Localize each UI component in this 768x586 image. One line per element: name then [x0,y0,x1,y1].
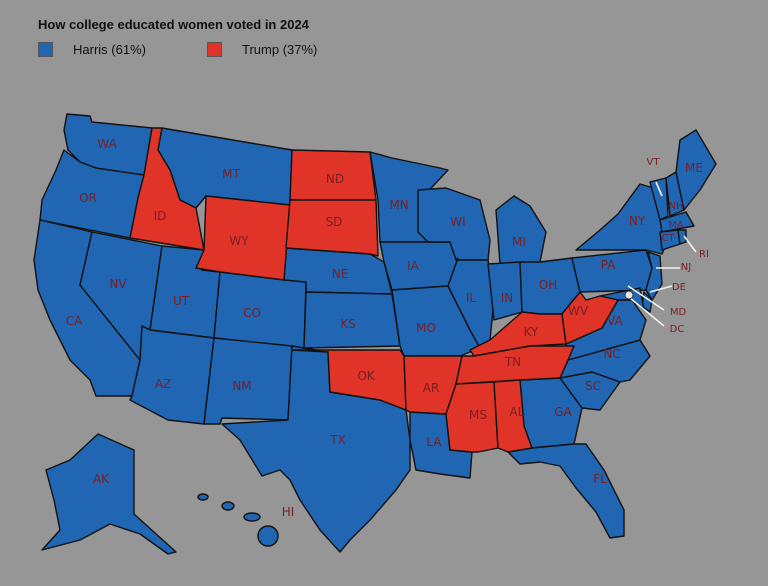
state-id[interactable] [129,127,205,251]
svg-text:OH: OH [539,278,557,292]
trump-swatch [207,42,222,57]
state-sd[interactable] [285,199,379,257]
legend-item-harris: Harris (61%) [38,42,146,57]
svg-text:RI: RI [699,249,709,260]
svg-text:GA: GA [554,405,572,419]
state-hi[interactable] [197,493,279,547]
state-ma[interactable] [659,211,695,233]
svg-text:DE: DE [672,282,686,293]
svg-text:MT: MT [222,167,240,181]
svg-text:DC: DC [670,324,685,335]
svg-text:MO: MO [416,321,436,335]
svg-text:NE: NE [332,267,349,281]
svg-text:NH: NH [669,201,684,212]
svg-text:NC: NC [603,347,620,361]
svg-text:TX: TX [329,433,346,447]
svg-text:OR: OR [79,191,97,205]
svg-text:NY: NY [629,214,646,228]
svg-text:LA: LA [426,435,442,449]
svg-text:ID: ID [154,209,167,223]
svg-text:CO: CO [243,306,261,320]
svg-text:MN: MN [389,198,408,212]
svg-text:VA: VA [607,314,623,328]
svg-text:WI: WI [450,215,465,229]
state-labels: WA OR CA ID NV MT WY UT AZ CO NM ND SD N… [66,137,709,519]
svg-text:SC: SC [585,379,601,393]
state-wv[interactable] [561,291,619,345]
svg-text:SD: SD [326,215,343,229]
svg-text:PA: PA [601,258,616,272]
state-fl[interactable] [507,443,625,539]
svg-text:KS: KS [340,317,356,331]
svg-text:OK: OK [357,369,375,383]
svg-text:NJ: NJ [681,262,691,273]
svg-text:CT: CT [661,233,675,244]
svg-text:AL: AL [510,405,525,419]
svg-text:ND: ND [326,172,344,186]
svg-text:TN: TN [504,355,521,369]
state-ia[interactable] [379,241,459,291]
svg-text:WA: WA [97,137,117,151]
svg-text:IA: IA [407,259,420,273]
state-vt[interactable] [649,177,669,221]
svg-text:MS: MS [469,408,487,422]
svg-text:MA: MA [668,220,684,231]
svg-text:MI: MI [512,235,526,249]
svg-text:AR: AR [423,381,440,395]
svg-text:WV: WV [568,304,589,318]
leader-lines [627,181,697,327]
state-al[interactable] [493,379,533,453]
dc-marker [624,290,634,300]
state-nc[interactable] [559,339,651,383]
svg-text:IN: IN [501,291,514,305]
svg-text:UT: UT [173,294,190,308]
svg-text:KY: KY [524,325,539,339]
state-mi[interactable] [495,195,547,265]
legend-item-trump: Trump (37%) [207,42,317,57]
svg-text:NM: NM [232,379,251,393]
svg-text:HI: HI [282,505,295,519]
svg-text:NV: NV [109,277,127,291]
svg-text:VT: VT [647,157,661,168]
state-ok[interactable] [291,349,407,411]
legend-label-harris: Harris (61%) [73,42,146,57]
svg-text:WY: WY [229,234,249,248]
state-me[interactable] [675,129,717,211]
map-title: How college educated women voted in 2024 [38,17,309,32]
svg-text:FL: FL [593,472,607,486]
svg-text:ME: ME [685,161,703,175]
svg-text:AK: AK [93,472,110,486]
state-ri[interactable] [677,229,687,245]
svg-text:IL: IL [466,291,477,305]
svg-text:CA: CA [66,314,83,328]
svg-text:MD: MD [670,307,687,318]
state-ak[interactable] [41,433,177,555]
state-az[interactable] [129,325,215,425]
svg-text:AZ: AZ [155,377,171,391]
legend-label-trump: Trump (37%) [242,42,318,57]
harris-swatch [38,42,53,57]
